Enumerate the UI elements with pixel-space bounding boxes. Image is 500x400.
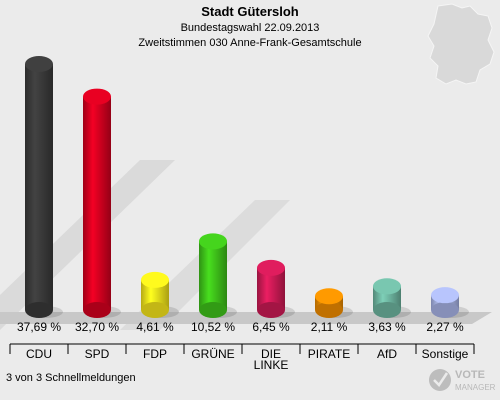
category-label-sonstige: Sonstige — [422, 347, 469, 361]
bar-top-gr-ne — [199, 233, 227, 250]
bar-top-afd — [373, 278, 401, 295]
category-label-die-linke-0: DIE — [261, 347, 281, 361]
value-label-gr-ne: 10,52 % — [191, 320, 235, 334]
category-label-die-linke-1: LINKE — [254, 358, 289, 372]
value-label-sonstige: 2,27 % — [426, 320, 464, 334]
bar-die-linke — [257, 259, 295, 318]
germany-map-icon — [427, 3, 495, 85]
chart-subtitle: Bundestagswahl 22.09.2013 — [181, 22, 320, 34]
bar-cdu — [25, 56, 63, 318]
category-label-pirate: PIRATE — [308, 347, 350, 361]
bar-bottom-sonstige — [431, 302, 459, 318]
bar-top-spd — [83, 88, 111, 105]
bar-top-fdp — [141, 271, 169, 288]
bar-spd — [83, 88, 121, 318]
chart-subtitle-2: Zweitstimmen 030 Anne-Frank-Gesamtschule — [138, 37, 361, 49]
category-label-afd: AfD — [377, 347, 397, 361]
bar-bottom-gr-ne — [199, 302, 227, 318]
category-label-gr-ne: GRÜNE — [191, 347, 234, 361]
value-label-pirate: 2,11 % — [311, 320, 348, 334]
value-label-die-linke: 6,45 % — [252, 320, 290, 334]
bar-bottom-fdp — [141, 302, 169, 318]
bar-top-sonstige — [431, 287, 459, 304]
category-label-fdp: FDP — [143, 347, 167, 361]
value-label-fdp: 4,61 % — [136, 320, 174, 334]
bar-afd — [373, 278, 411, 318]
bar-fdp — [141, 271, 179, 318]
bar-body-gr-ne — [199, 241, 227, 310]
value-labels-layer: 37,69 % 32,70 % 4,61 % 10,52 % 6,45 % 2,11 % 3… — [17, 320, 464, 334]
logo-text-vote: VOTE — [455, 369, 485, 381]
bar-top-cdu — [25, 56, 53, 72]
bar-top-die-linke — [257, 259, 285, 276]
bar-bottom-spd — [83, 302, 111, 318]
logo-text-manager: MANAGER — [455, 383, 496, 392]
bar-bottom-cdu — [25, 302, 53, 318]
bar-gr-ne — [199, 233, 237, 318]
status-text: 3 von 3 Schnellmeldungen — [6, 372, 136, 384]
value-label-spd: 32,70 % — [75, 320, 119, 334]
bar-body-cdu — [25, 64, 53, 310]
category-label-spd: SPD — [85, 347, 110, 361]
chart-title: Stadt Gütersloh — [201, 4, 299, 19]
vote-manager-logo: VOTE MANAGER — [429, 369, 496, 392]
bar-bottom-die-linke — [257, 302, 285, 318]
bar-bottom-afd — [373, 302, 401, 318]
value-label-cdu: 37,69 % — [17, 320, 61, 334]
bar-pirate — [315, 288, 353, 318]
bars-layer — [25, 56, 469, 318]
chart-base — [0, 312, 492, 324]
bar-body-spd — [83, 96, 111, 310]
category-label-cdu: CDU — [26, 347, 52, 361]
bar-bottom-pirate — [315, 302, 343, 318]
value-label-afd: 3,63 % — [368, 320, 406, 334]
bar-sonstige — [431, 287, 469, 318]
bar-top-pirate — [315, 288, 343, 305]
